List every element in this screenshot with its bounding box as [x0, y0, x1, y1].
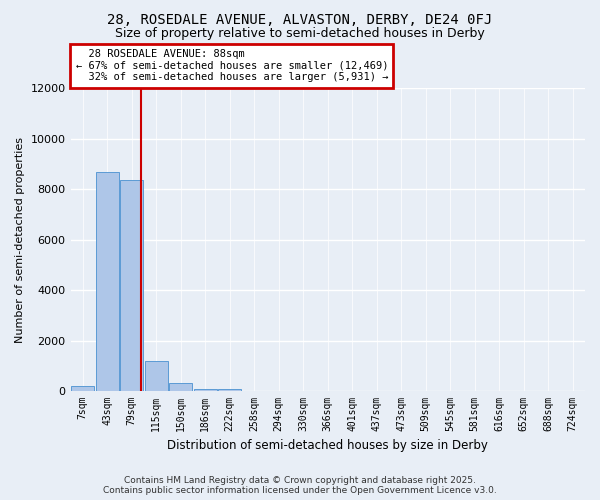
Text: Size of property relative to semi-detached houses in Derby: Size of property relative to semi-detach… — [115, 28, 485, 40]
Bar — [71, 386, 94, 391]
Text: 28 ROSEDALE AVENUE: 88sqm
← 67% of semi-detached houses are smaller (12,469)
  3: 28 ROSEDALE AVENUE: 88sqm ← 67% of semi-… — [76, 49, 388, 82]
Bar — [242, 390, 266, 391]
Bar — [194, 388, 217, 391]
X-axis label: Distribution of semi-detached houses by size in Derby: Distribution of semi-detached houses by … — [167, 440, 488, 452]
Bar — [169, 383, 193, 391]
Bar — [120, 180, 143, 391]
Text: Contains HM Land Registry data © Crown copyright and database right 2025.
Contai: Contains HM Land Registry data © Crown c… — [103, 476, 497, 495]
Bar — [218, 390, 241, 391]
Text: 28, ROSEDALE AVENUE, ALVASTON, DERBY, DE24 0FJ: 28, ROSEDALE AVENUE, ALVASTON, DERBY, DE… — [107, 12, 493, 26]
Bar — [145, 361, 168, 391]
Bar — [95, 172, 119, 391]
Y-axis label: Number of semi-detached properties: Number of semi-detached properties — [15, 136, 25, 342]
